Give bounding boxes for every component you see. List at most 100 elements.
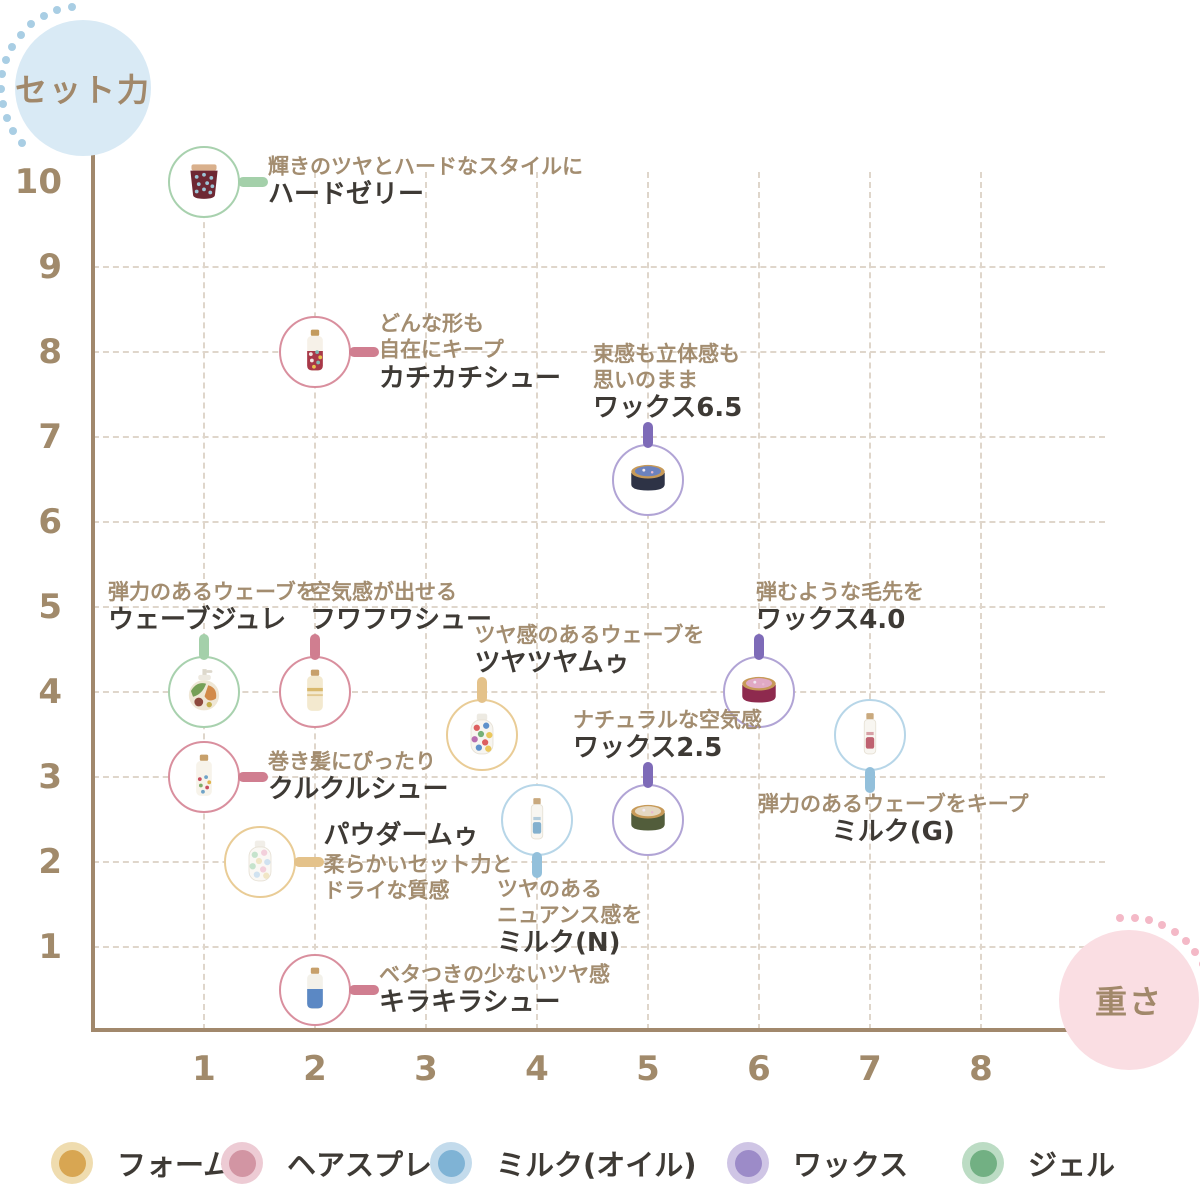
kirakira-chou-description-line: ベタつきの少ないツヤ感 bbox=[379, 962, 610, 987]
kachikachi-chou-product-icon bbox=[292, 327, 338, 377]
legend-item-wax: ワックス bbox=[727, 1142, 908, 1184]
kurukuru-chou-description-line: 巻き髪にぴったり bbox=[268, 749, 436, 774]
product-circle-wax-4-0 bbox=[723, 656, 795, 728]
legend-item-gel: ジェル bbox=[962, 1142, 1115, 1184]
connector-kachikachi-chou bbox=[349, 347, 379, 357]
product-label-kurukuru-chou: 巻き髪にぴったり クルクルシュー bbox=[268, 749, 448, 806]
gridline-x-2 bbox=[314, 172, 316, 1030]
product-circle-powder-mou bbox=[223, 826, 296, 898]
connector-kurukuru-chou bbox=[238, 772, 268, 782]
kurukuru-chou-product-icon bbox=[181, 752, 227, 802]
powder-mou-description-line: ドライな質感 bbox=[323, 878, 450, 903]
fuwafuwa-chou-product-icon bbox=[292, 667, 338, 717]
x-badge-deco-dot bbox=[1170, 928, 1179, 937]
y-badge-deco-dot bbox=[9, 127, 18, 136]
connector-kirakira-chou bbox=[349, 984, 379, 995]
x-badge-deco-dot bbox=[1144, 916, 1153, 925]
gridline-y-1 bbox=[93, 946, 1105, 948]
x-badge-deco-dot bbox=[1158, 921, 1167, 930]
product-label-tsuyatsuya-mou: ツヤ感のあるウェーブを ツヤツヤムゥ bbox=[475, 622, 705, 679]
milk-g-product-name: ミルク(G) bbox=[831, 816, 955, 847]
x-tick-5: 5 bbox=[636, 1049, 660, 1089]
y-badge-deco-dot bbox=[67, 2, 76, 11]
legend-label-milk-oil: ミルク(オイル) bbox=[496, 1148, 697, 1182]
gridline-x-3 bbox=[425, 172, 427, 1030]
product-circle-kachikachi-chou bbox=[279, 316, 351, 388]
milk-oil-color-dot bbox=[430, 1142, 472, 1184]
gridline-y-2 bbox=[93, 861, 1105, 863]
milk-n-description-line: ニュアンス感を bbox=[497, 902, 643, 927]
y-badge-deco-dot bbox=[18, 138, 27, 147]
gridline-y-9 bbox=[93, 266, 1105, 268]
product-label-milk-n: ツヤのある ニュアンス感を ミルク(N) bbox=[497, 876, 642, 959]
wax-6-5-description-line: 思いのまま bbox=[593, 367, 698, 392]
product-label-powder-mou: パウダームゥ 柔らかいセット力と ドライな質感 bbox=[324, 820, 513, 903]
y-badge-deco-dot bbox=[0, 84, 6, 93]
connector-wax-6-5 bbox=[643, 421, 653, 448]
y-tick-6: 6 bbox=[38, 502, 62, 542]
x-axis-line bbox=[91, 1028, 1067, 1032]
powder-mou-description-line: 柔らかいセット力と bbox=[323, 852, 513, 877]
x-badge-deco-dot bbox=[1130, 914, 1139, 923]
y-tick-9: 9 bbox=[38, 247, 62, 287]
wave-jure-product-icon bbox=[181, 667, 227, 717]
y-axis-badge: セット力 bbox=[15, 20, 151, 156]
y-badge-deco-dot bbox=[0, 99, 7, 108]
product-label-milk-g: 弾力のあるウェーブをキープ ミルク(G) bbox=[758, 791, 1028, 848]
x-tick-1: 1 bbox=[192, 1049, 216, 1089]
x-badge-deco-dot bbox=[1191, 947, 1200, 956]
y-badge-deco-dot bbox=[2, 113, 11, 122]
x-tick-2: 2 bbox=[303, 1049, 327, 1089]
product-label-wave-jure: 弾力のあるウェーブを ウェーブジュレ bbox=[108, 579, 317, 636]
x-axis-badge: 重さ bbox=[1059, 930, 1199, 1070]
hard-jelly-product-name: ハードゼリー bbox=[268, 179, 425, 210]
x-tick-3: 3 bbox=[414, 1049, 438, 1089]
y-tick-8: 8 bbox=[38, 332, 62, 372]
tsuyatsuya-mou-product-icon bbox=[459, 710, 505, 760]
gridline-y-3 bbox=[93, 776, 1105, 778]
y-badge-deco-dot bbox=[1, 55, 10, 64]
y-badge-deco-dot bbox=[27, 20, 36, 29]
y-tick-10: 10 bbox=[14, 162, 62, 202]
x-tick-4: 4 bbox=[525, 1049, 549, 1089]
wave-jure-product-name: ウェーブジュレ bbox=[108, 605, 287, 636]
x-axis-label: 重さ bbox=[1094, 983, 1163, 1021]
gridline-x-6 bbox=[758, 172, 760, 1030]
wax-6-5-description-line: 束感も立体感も bbox=[593, 341, 740, 366]
gel-color-dot bbox=[962, 1142, 1004, 1184]
product-label-wax-2-5: ナチュラルな空気感 ワックス2.5 bbox=[573, 707, 762, 764]
connector-hard-jelly bbox=[238, 177, 268, 187]
gridline-x-1 bbox=[203, 172, 205, 1030]
hard-jelly-description-line: 輝きのツヤとハードなスタイルに bbox=[268, 154, 583, 179]
connector-wax-4-0 bbox=[754, 634, 764, 660]
y-badge-deco-dot bbox=[53, 6, 62, 15]
powder-mou-product-name: パウダームゥ bbox=[323, 820, 479, 851]
y-tick-3: 3 bbox=[38, 757, 62, 797]
kachikachi-chou-description-line: どんな形も bbox=[379, 311, 484, 336]
gridline-x-8 bbox=[980, 172, 982, 1030]
connector-wax-2-5 bbox=[643, 761, 653, 788]
legend-label-foam: フォーム bbox=[117, 1148, 233, 1182]
legend-item-hairspray: ヘアスプレー bbox=[221, 1142, 461, 1184]
kirakira-chou-product-name: キラキラシュー bbox=[379, 987, 561, 1018]
y-tick-4: 4 bbox=[38, 672, 62, 712]
legend-label-wax: ワックス bbox=[793, 1148, 909, 1182]
product-label-kirakira-chou: ベタつきの少ないツヤ感 キラキラシュー bbox=[379, 961, 610, 1018]
gridline-y-6 bbox=[93, 521, 1105, 523]
product-label-kachikachi-chou: どんな形も 自在にキープ カチカチシュー bbox=[379, 310, 561, 393]
wax-2-5-product-name: ワックス2.5 bbox=[573, 732, 723, 763]
milk-n-product-name: ミルク(N) bbox=[497, 928, 621, 958]
product-circle-fuwafuwa-chou bbox=[279, 656, 351, 728]
milk-g-description-line: 弾力のあるウェーブをキープ bbox=[758, 791, 1029, 816]
kurukuru-chou-product-name: クルクルシュー bbox=[268, 774, 449, 805]
y-badge-deco-dot bbox=[39, 12, 48, 21]
kachikachi-chou-product-name: カチカチシュー bbox=[379, 362, 562, 393]
kachikachi-chou-description-line: 自在にキープ bbox=[379, 337, 504, 362]
milk-n-description-line: ツヤのある bbox=[497, 876, 602, 901]
tsuyatsuya-mou-description-line: ツヤ感のあるウェーブを bbox=[474, 622, 705, 647]
gridline-x-5 bbox=[647, 172, 649, 1030]
wax-6-5-product-icon bbox=[625, 455, 671, 505]
x-badge-deco-dot bbox=[1198, 960, 1200, 969]
connector-milk-g bbox=[865, 766, 875, 793]
